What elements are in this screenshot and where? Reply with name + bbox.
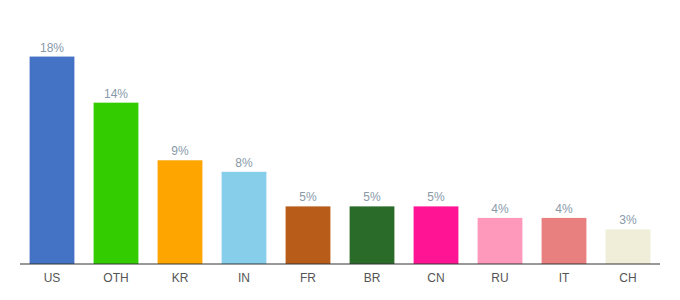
data-label: 5% [427, 190, 445, 204]
data-label: 18% [40, 41, 64, 55]
chart: US OTH KR IN FR BR CN RU IT CH 18% 14% 9% 8% 5% 5% 5% 4% 4… [0, 0, 680, 300]
x-tick-label: BR [364, 271, 381, 285]
x-tick-label: US [44, 271, 61, 285]
data-label: 14% [104, 87, 128, 101]
bar [350, 206, 395, 264]
data-label: 4% [555, 202, 573, 216]
x-tick-label: KR [172, 271, 189, 285]
data-label: 3% [619, 213, 637, 227]
x-tick-label: OTH [103, 271, 128, 285]
data-labels: 18% 14% 9% 8% 5% 5% 5% 4% 4% 3% [40, 41, 637, 228]
bar [414, 206, 459, 264]
x-tick-label: IT [559, 271, 570, 285]
x-tick-label: CN [427, 271, 444, 285]
x-axis-line [20, 264, 660, 265]
x-tick-label: RU [491, 271, 508, 285]
bar [94, 103, 139, 264]
x-tick-label: IN [238, 271, 250, 285]
bars [30, 57, 651, 264]
x-axis: US OTH KR IN FR BR CN RU IT CH [44, 271, 637, 285]
bar [606, 229, 651, 264]
data-label: 5% [299, 190, 317, 204]
data-label: 8% [235, 156, 253, 170]
data-label: 5% [363, 190, 381, 204]
x-tick-label: CH [619, 271, 636, 285]
bar [542, 218, 587, 264]
bar [478, 218, 523, 264]
bar [222, 172, 267, 264]
bar [286, 206, 331, 264]
bar [30, 57, 75, 264]
data-label: 9% [171, 144, 189, 158]
chart-container: US OTH KR IN FR BR CN RU IT CH 18% 14% 9% 8% 5% 5% 5% 4% 4… [0, 0, 680, 300]
bar [158, 160, 203, 264]
x-tick-label: FR [300, 271, 316, 285]
data-label: 4% [491, 202, 509, 216]
